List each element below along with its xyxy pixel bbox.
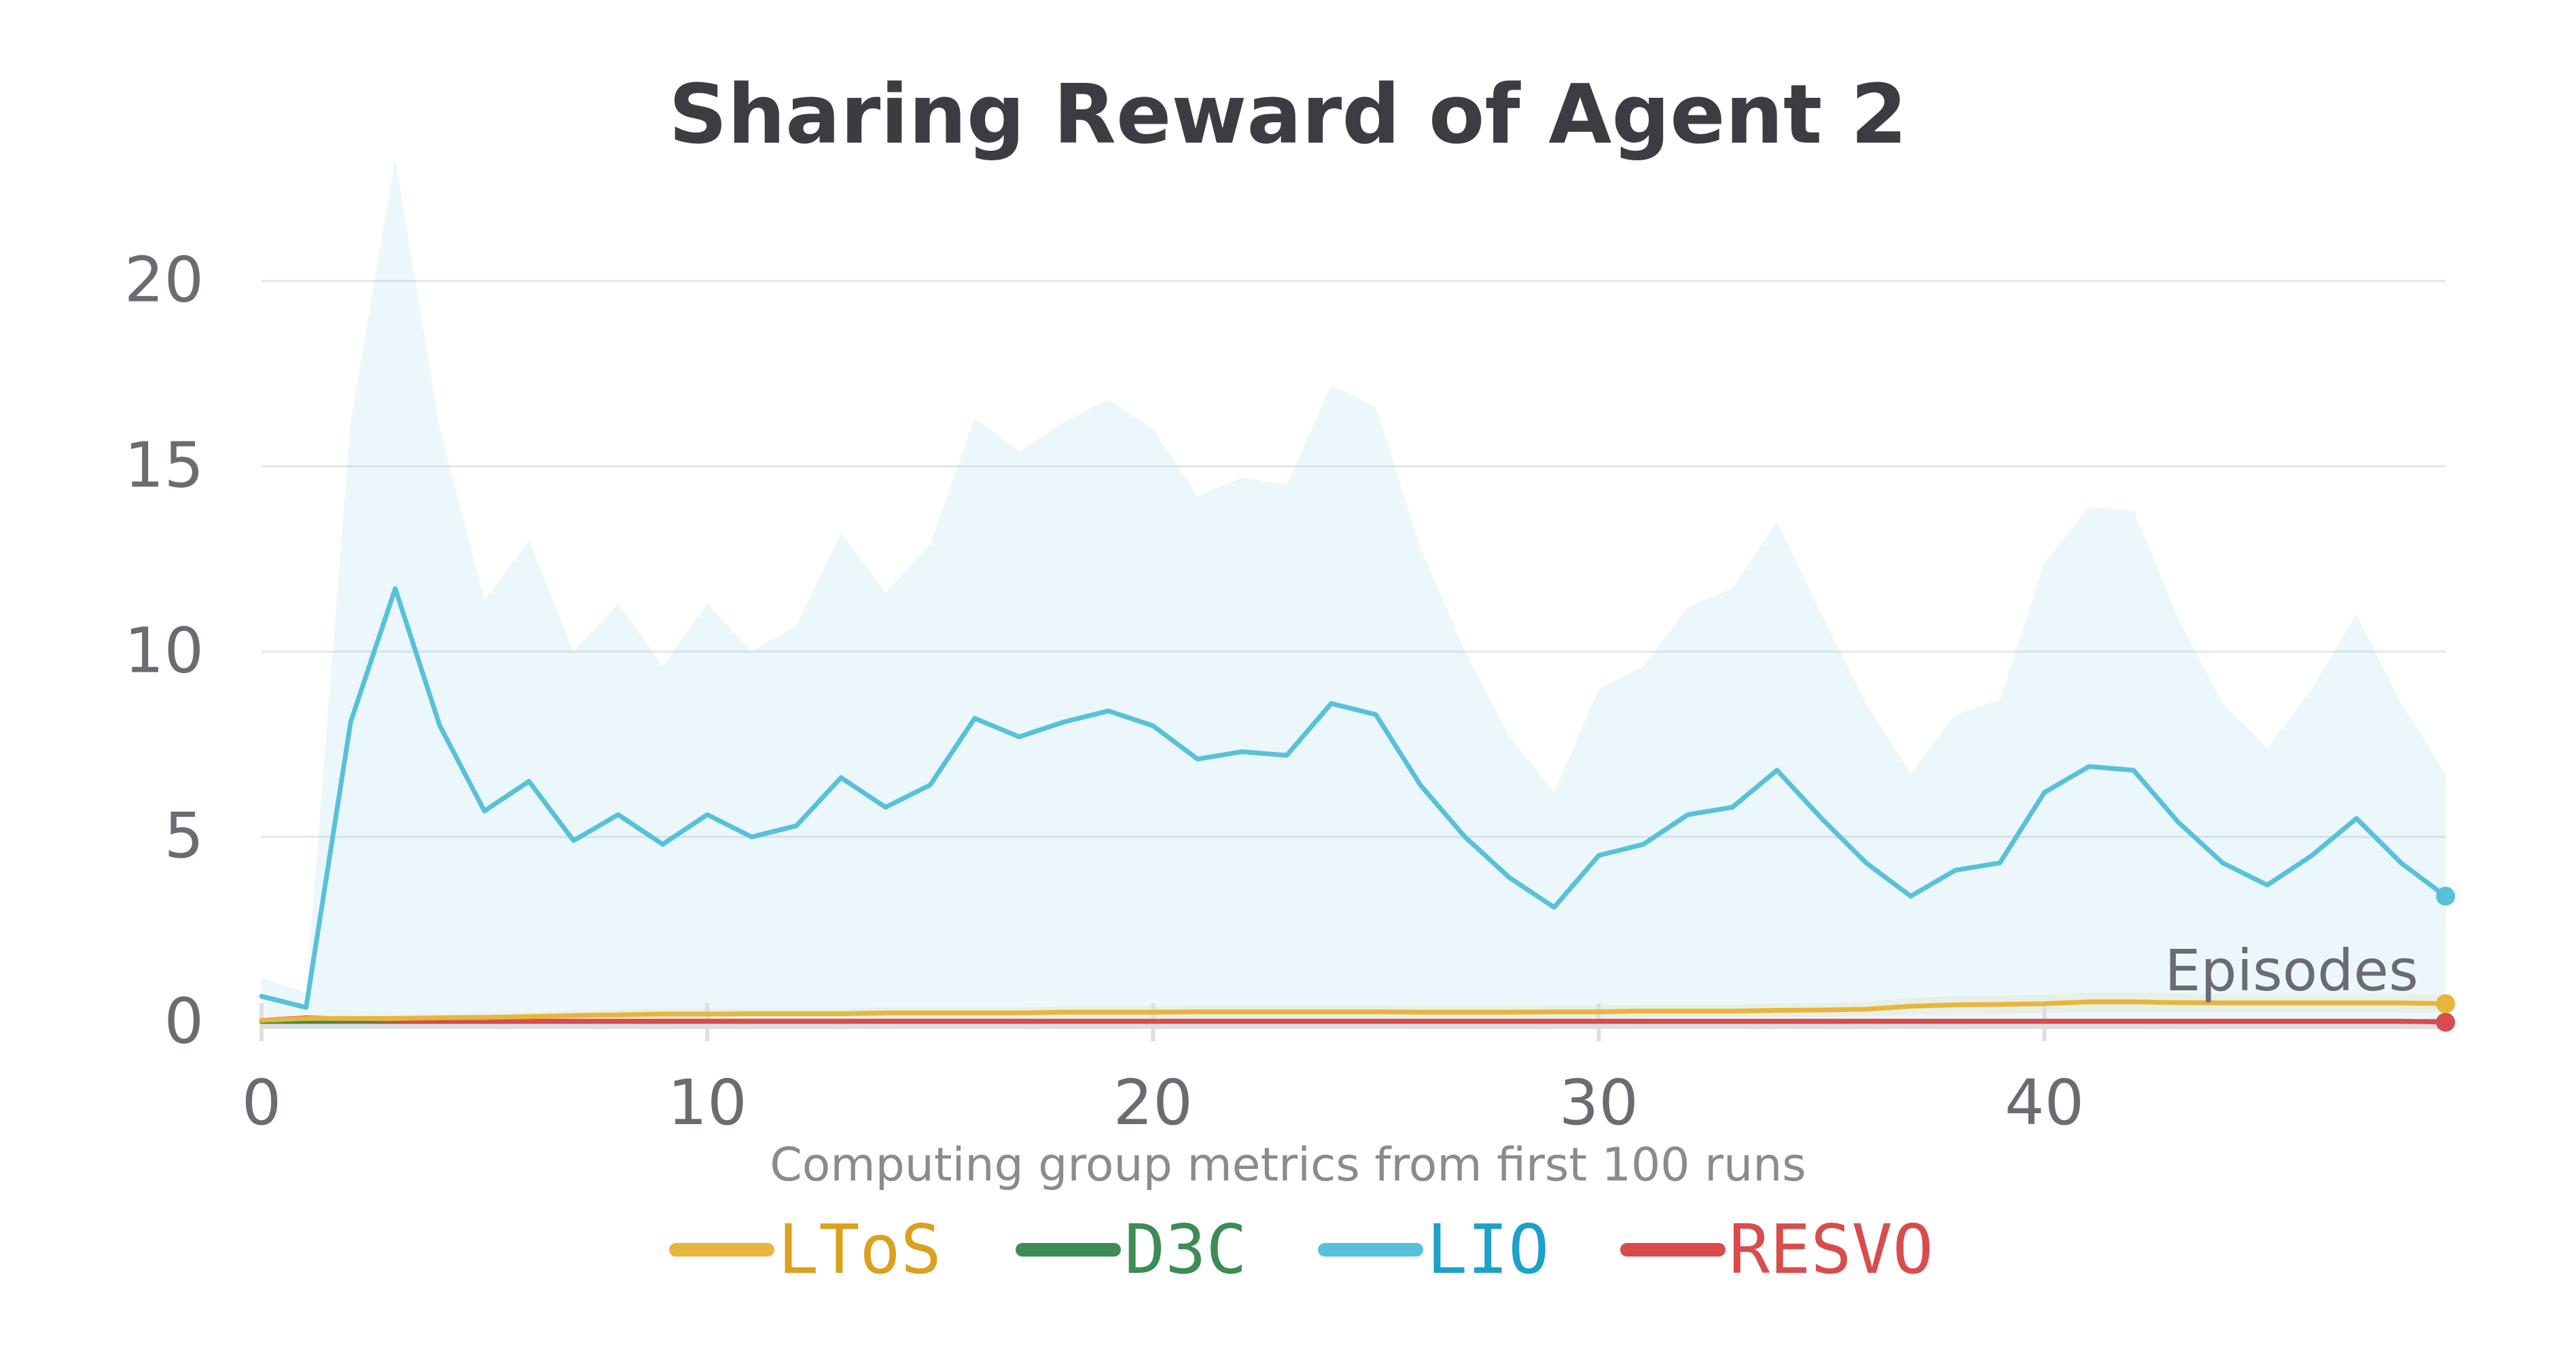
band-lio [262,158,2446,1023]
end-marker-ltos [2436,994,2455,1013]
series-line-lio [259,586,2448,1010]
y-tick-label: 15 [124,429,204,502]
chart-title: Sharing Reward of Agent 2 [668,68,1907,162]
x-tick-label: 40 [2005,1066,2084,1139]
legend-label-resvo: RESVO [1729,1210,1933,1289]
y-tick-label: 5 [164,799,204,872]
y-tick-label: 10 [124,614,204,687]
end-marker-resvo [2436,1013,2455,1032]
tick-labels: 0 5 10 15 20 0 10 20 30 40 [124,244,2084,1139]
x-axis-label: Episodes [2164,937,2418,1004]
confidence-bands [262,158,2446,1023]
legend-label-ltos: LToS [778,1210,942,1289]
x-tick-label: 0 [242,1066,282,1139]
series-line-resvo [259,1015,2448,1025]
x-tick-label: 30 [1559,1066,1639,1139]
series-line-ltos [259,999,2448,1023]
legend-label-d3c: D3C [1124,1210,1247,1289]
grid-lines [262,280,2446,838]
x-tick-label: 20 [1113,1066,1193,1139]
series-lines [259,586,2455,1032]
end-marker-lio [2436,886,2455,906]
x-tick-label: 10 [668,1066,747,1139]
group-metrics-note: Computing group metrics from first 100 r… [770,1138,1806,1192]
y-tick-label: 0 [164,985,204,1058]
legend: LToS D3C LIO RESVO [669,1210,1933,1289]
legend-label-lio: LIO [1427,1210,1550,1289]
y-tick-label: 20 [124,244,204,317]
